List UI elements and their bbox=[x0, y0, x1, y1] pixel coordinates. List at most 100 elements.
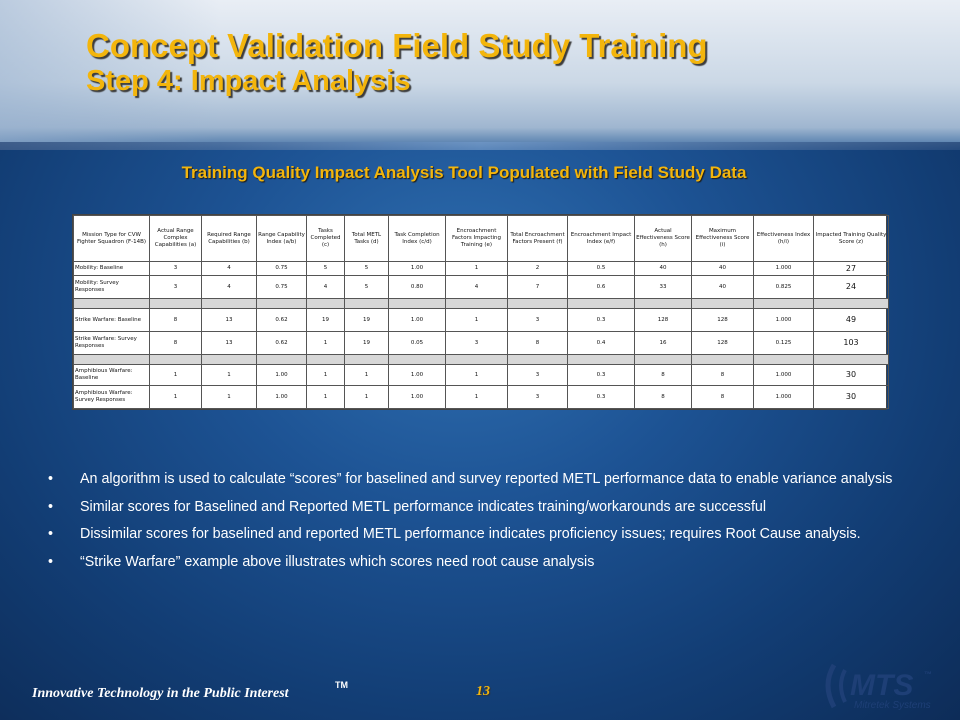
table-cell: 1.00 bbox=[388, 364, 446, 386]
table-cell: 33 bbox=[634, 275, 692, 300]
column-header: Actual Range Complex Capabilities (a) bbox=[149, 215, 202, 262]
table-cell: 16 bbox=[634, 331, 692, 356]
separator-cell bbox=[306, 298, 345, 310]
table-cell: 1 bbox=[201, 384, 257, 410]
column-header: Total METL Tasks (d) bbox=[344, 215, 389, 262]
table-row: Strike Warfare: Baseline 8 13 0.62 19 19 1.00 1… bbox=[73, 308, 889, 333]
table-cell: 1.00 bbox=[388, 260, 446, 277]
table-cell: 1 bbox=[306, 331, 345, 356]
separator-cell bbox=[149, 354, 202, 366]
table-cell: 1 bbox=[344, 384, 389, 410]
svg-text:MTS: MTS bbox=[850, 669, 913, 702]
separator-cell bbox=[753, 354, 814, 366]
table-cell: 128 bbox=[691, 308, 754, 333]
table-cell: 1.00 bbox=[256, 384, 307, 410]
table-cell: 0.4 bbox=[567, 331, 635, 356]
table-cell: 1 bbox=[445, 364, 508, 386]
separator-cell bbox=[634, 354, 692, 366]
column-header: Required Range Capabilities (b) bbox=[201, 215, 257, 262]
separator-cell bbox=[344, 354, 389, 366]
table-cell: 0.75 bbox=[256, 260, 307, 277]
separator-cell bbox=[445, 354, 508, 366]
table-cell: 1 bbox=[306, 384, 345, 410]
separator-cell bbox=[813, 298, 889, 310]
table-cell: 13 bbox=[201, 331, 257, 356]
table-cell: 40 bbox=[634, 260, 692, 277]
table-cell: 19 bbox=[344, 308, 389, 333]
slide-title: Concept Validation Field Study Training … bbox=[86, 28, 708, 98]
table-cell: 4 bbox=[306, 275, 345, 300]
table-row: Amphibious Warfare: Baseline 1 1 1.00 1 1 1.00… bbox=[73, 364, 889, 386]
table-cell: 3 bbox=[445, 331, 508, 356]
table-cell: 1.000 bbox=[753, 384, 814, 410]
separator-cell bbox=[507, 298, 568, 310]
column-header: Effectiveness Index (h/i) bbox=[753, 215, 814, 262]
separator-cell bbox=[691, 298, 754, 310]
impact-analysis-table: Mission Type for CVW Fighter Squadron (F… bbox=[73, 215, 889, 410]
table-row: Mobility: Baseline 3 4 0.75 5 5 1.00 1 2 0.5 40 40 1… bbox=[73, 260, 889, 277]
table-row: Amphibious Warfare: Survey Responses 1 1 1.… bbox=[73, 384, 889, 410]
bullet-text: Dissimilar scores for baselined and repo… bbox=[80, 526, 861, 542]
separator-cell bbox=[149, 298, 202, 310]
slide-title-line2: Step 4: Impact Analysis bbox=[86, 65, 411, 97]
column-header: Encroachment Impact Index (e/f) bbox=[567, 215, 635, 262]
row-label-cell: Amphibious Warfare: Baseline bbox=[73, 364, 150, 386]
svg-text:Mitretek Systems: Mitretek Systems bbox=[854, 700, 931, 711]
table-cell: 128 bbox=[634, 308, 692, 333]
table-cell: 0.62 bbox=[256, 331, 307, 356]
table-cell: 1.00 bbox=[388, 384, 446, 410]
quality-score-cell: 103 bbox=[813, 331, 889, 356]
separator-cell bbox=[445, 298, 508, 310]
separator-cell bbox=[813, 354, 889, 366]
footer-tagline: Innovative Technology in the Public Inte… bbox=[32, 686, 289, 701]
column-header: Impacted Training Quality Score (z) bbox=[813, 215, 889, 262]
separator-cell bbox=[73, 354, 150, 366]
table-cell: 8 bbox=[507, 331, 568, 356]
separator-cell bbox=[256, 298, 307, 310]
quality-score-cell: 30 bbox=[813, 384, 889, 410]
impact-analysis-table-panel: Mission Type for CVW Fighter Squadron (F… bbox=[72, 214, 889, 410]
page-number: 13 bbox=[476, 684, 490, 699]
row-label-cell: Mobility: Baseline bbox=[73, 260, 150, 277]
table-cell: 1.00 bbox=[256, 364, 307, 386]
bullet-dot: • bbox=[48, 471, 54, 487]
table-cell: 8 bbox=[634, 364, 692, 386]
table-cell: 3 bbox=[507, 384, 568, 410]
separator-cell bbox=[73, 298, 150, 310]
table-cell: 40 bbox=[691, 275, 754, 300]
table-cell: 19 bbox=[344, 331, 389, 356]
separator-cell bbox=[306, 354, 345, 366]
table-separator-row bbox=[73, 354, 889, 366]
table-cell: 3 bbox=[149, 260, 202, 277]
table-cell: 3 bbox=[149, 275, 202, 300]
table-cell: 1.000 bbox=[753, 260, 814, 277]
row-label-cell: Mobility: Survey Responses bbox=[73, 275, 150, 300]
column-header: Tasks Completed (c) bbox=[306, 215, 345, 262]
bullet-list: • An algorithm is used to calculate “scor… bbox=[48, 470, 908, 580]
bullet-text: “Strike Warfare” example above illustrat… bbox=[80, 553, 595, 570]
separator-cell bbox=[388, 354, 446, 366]
table-cell: 1 bbox=[149, 364, 202, 386]
table-subtitle: Training Quality Impact Analysis Tool Po… bbox=[181, 163, 747, 182]
bullet-dot: • bbox=[48, 498, 54, 515]
table-cell: 5 bbox=[306, 260, 345, 277]
svg-text:™: ™ bbox=[924, 670, 932, 679]
table-cell: 0.75 bbox=[256, 275, 307, 300]
quality-score-cell: 24 bbox=[813, 275, 889, 300]
table-cell: 8 bbox=[634, 384, 692, 410]
separator-cell bbox=[388, 298, 446, 310]
table-cell: 8 bbox=[149, 308, 202, 333]
table-cell: 0.05 bbox=[388, 331, 446, 356]
table-cell: 0.80 bbox=[388, 275, 446, 300]
table-cell: 3 bbox=[507, 308, 568, 333]
table-cell: 1 bbox=[445, 308, 508, 333]
separator-cell bbox=[691, 354, 754, 366]
bullet-item: • An algorithm is used to calculate “scor… bbox=[48, 470, 908, 490]
table-cell: 0.825 bbox=[753, 275, 814, 300]
table-cell: 0.62 bbox=[256, 308, 307, 333]
row-label-cell: Strike Warfare: Baseline bbox=[73, 308, 150, 333]
table-cell: 8 bbox=[691, 384, 754, 410]
bullet-item: • “Strike Warfare” example above illustra… bbox=[48, 553, 908, 573]
table-cell: 0.125 bbox=[753, 331, 814, 356]
column-header: Maximum Effectiveness Score (i) bbox=[691, 215, 754, 262]
